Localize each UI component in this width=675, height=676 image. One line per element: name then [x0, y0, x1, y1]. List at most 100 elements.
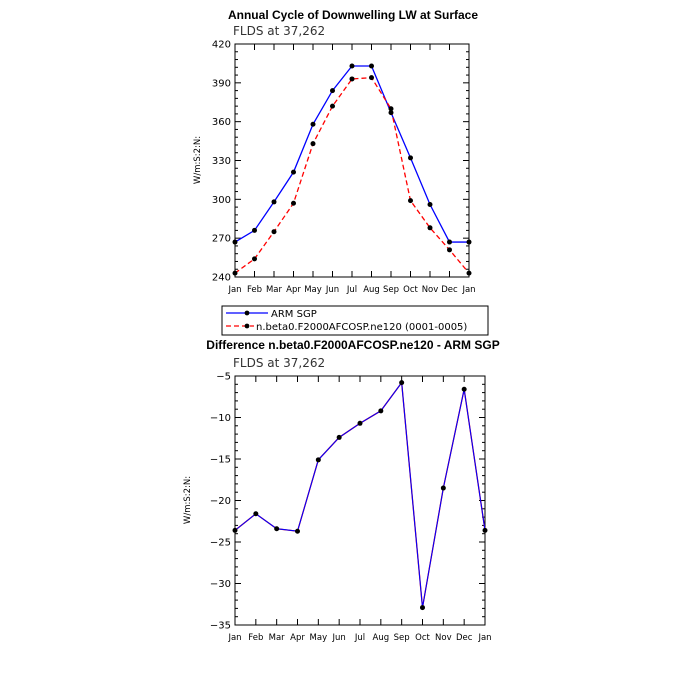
panel1-series-line-1	[234, 76, 470, 274]
panel2-data-point	[461, 386, 467, 392]
panel1-data-point	[349, 76, 355, 82]
panel1-ylabel: W/m:S:2:N:	[193, 136, 203, 184]
panel1-ytick-label: 300	[212, 195, 231, 206]
panel2-title: Difference n.beta0.F2000AFCOSP.ne120 - A…	[206, 338, 499, 352]
panel1-data-point	[369, 63, 374, 69]
panel1-data-point	[310, 141, 316, 147]
panel2-data-point	[420, 605, 425, 611]
panel1-xtick-label: Feb	[247, 285, 262, 295]
panel2-xtick-label: Apr	[290, 633, 305, 643]
panel1-data-point	[427, 225, 433, 231]
panel2-ytick-label: −30	[210, 579, 231, 590]
panel2-xtick-label: Sep	[394, 633, 410, 643]
panel1-series-line-0	[234, 65, 469, 243]
legend-label-arm: ARM SGP	[271, 309, 317, 320]
panel1-ytick-label: 390	[212, 78, 231, 89]
panel2-points	[232, 380, 488, 611]
panel1-data-point	[291, 200, 296, 206]
panel1-data-point	[408, 155, 413, 161]
panel1-data-point	[447, 247, 452, 253]
annual-cycle-panel: Annual Cycle of Downwelling LW at Surfac…	[193, 8, 478, 295]
panel2-xtick-label: May	[310, 633, 328, 643]
panel2-xtick-label: Mar	[269, 633, 286, 643]
panel1-xtick-label: Jan	[461, 285, 475, 295]
panel2-xtick-label: Jan	[477, 633, 491, 643]
panel2-data-point	[357, 420, 363, 426]
panel1-subtitle: FLDS at 37,262	[233, 24, 325, 38]
panel1-title: Annual Cycle of Downwelling LW at Surfac…	[228, 8, 478, 22]
panel2-series	[234, 380, 486, 608]
panel1-xtick-label: Mar	[266, 285, 283, 295]
panel1-data-point	[271, 199, 277, 205]
panel1-data-point	[232, 270, 238, 276]
panel2-xtick-label: Jan	[227, 633, 241, 643]
panel2-data-point	[232, 527, 238, 533]
legend-box	[221, 305, 489, 336]
panel1-xtick-label: Oct	[403, 285, 418, 295]
panel1-xtick-label: May	[304, 285, 322, 295]
panel2-data-point	[315, 457, 321, 463]
panel1-data-point	[369, 75, 374, 81]
panel1-ytick-label: 240	[212, 273, 231, 284]
panel2-xtick-label: Nov	[435, 633, 452, 643]
panel2-data-point	[482, 527, 488, 533]
panel1-xtick-label: Apr	[286, 285, 301, 295]
panel1-data-point	[271, 229, 277, 235]
panel1-xtick-label: Dec	[441, 285, 458, 295]
panel2-data-point	[399, 380, 405, 386]
panel2-xtick-label: Aug	[373, 633, 390, 643]
panel1-data-point	[330, 88, 335, 94]
difference-panel: Difference n.beta0.F2000AFCOSP.ne120 - A…	[183, 338, 500, 643]
panel2-series-line-under	[234, 380, 486, 608]
panel1-data-point	[408, 198, 413, 204]
panel2-xtick-label: Dec	[456, 633, 473, 643]
panel1-data-point	[427, 202, 433, 208]
panel1-data-point	[388, 110, 394, 116]
panel1-data-point	[349, 63, 355, 69]
panel2-data-point	[295, 528, 300, 534]
panel1-data-point	[310, 121, 316, 127]
panel1-xtick-label: Aug	[363, 285, 380, 295]
panel1-data-point	[232, 239, 238, 245]
panel2-xtick-label: Jun	[332, 633, 346, 643]
panel1-data-point	[466, 270, 472, 276]
panel1-axes: 240 270 300 330 360 390 420 Jan Feb Mar Apr May Jun J…	[212, 40, 476, 296]
panel1-series	[234, 65, 470, 274]
legend-label-model: n.beta0.F2000AFCOSP.ne120 (0001-0005)	[256, 322, 467, 333]
panel1-data-point	[466, 239, 472, 245]
panel1-xtick-label: Jan	[227, 285, 241, 295]
panel2-subtitle: FLDS at 37,262	[233, 356, 325, 370]
panel1-data-point	[447, 239, 452, 245]
panel1-ytick-label: 360	[212, 117, 231, 128]
panel1-data-point	[252, 256, 257, 262]
panel2-data-point	[336, 434, 342, 440]
panel1-ytick-label: 420	[212, 40, 231, 51]
panel2-xtick-label: Jul	[354, 633, 365, 643]
panel1-data-point	[291, 169, 296, 175]
panel2-series-line	[234, 381, 486, 608]
panel1-points	[232, 63, 472, 276]
panel2-xtick-label: Feb	[248, 633, 263, 643]
panel2-ylabel: W/m:S:2:N:	[183, 476, 193, 524]
panel2-ytick-label: −10	[210, 413, 231, 424]
panel2-frame	[234, 375, 486, 626]
panel1-ytick-label: 330	[212, 156, 231, 167]
panel2-data-point	[274, 526, 280, 532]
legend-marker-model	[244, 323, 250, 329]
panel1-data-point	[330, 103, 335, 109]
panel2-data-point	[440, 485, 446, 491]
panel1-data-point	[388, 106, 394, 112]
panel2-data-point	[253, 511, 259, 517]
panel2-ytick-label: −35	[210, 621, 231, 632]
panel2-ytick-label: −25	[210, 538, 231, 549]
panel1-xtick-label: Nov	[422, 285, 439, 295]
legend: ARM SGP n.beta0.F2000AFCOSP.ne120 (0001-…	[221, 305, 489, 336]
panel2-ytick-label: −20	[210, 496, 231, 507]
panel1-xtick-label: Sep	[383, 285, 399, 295]
panel2-ytick-label: −15	[210, 455, 231, 466]
panel1-xtick-label: Jun	[325, 285, 339, 295]
panel1-ytick-label: 270	[212, 234, 231, 245]
panel1-data-point	[252, 227, 257, 233]
panel2-data-point	[378, 408, 384, 414]
